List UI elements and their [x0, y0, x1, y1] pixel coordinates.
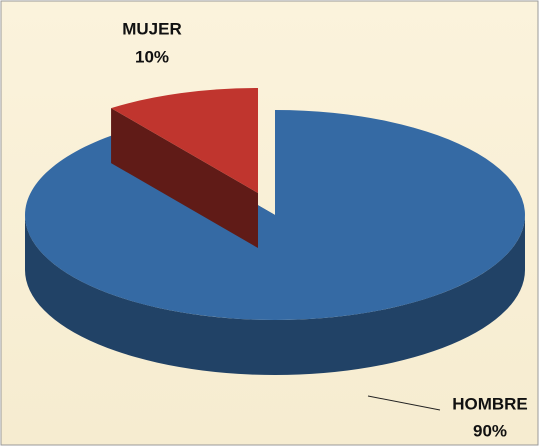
slice	[111, 88, 259, 194]
slice-label: MUJER	[122, 19, 182, 38]
slice-value-label: 10%	[135, 47, 169, 66]
leader-line	[367, 395, 441, 411]
slice-label: HOMBRE	[452, 394, 528, 413]
slice-side	[25, 215, 525, 375]
slice-value-label: 90%	[473, 421, 507, 440]
slice-wall	[111, 108, 259, 249]
slice	[25, 110, 526, 320]
